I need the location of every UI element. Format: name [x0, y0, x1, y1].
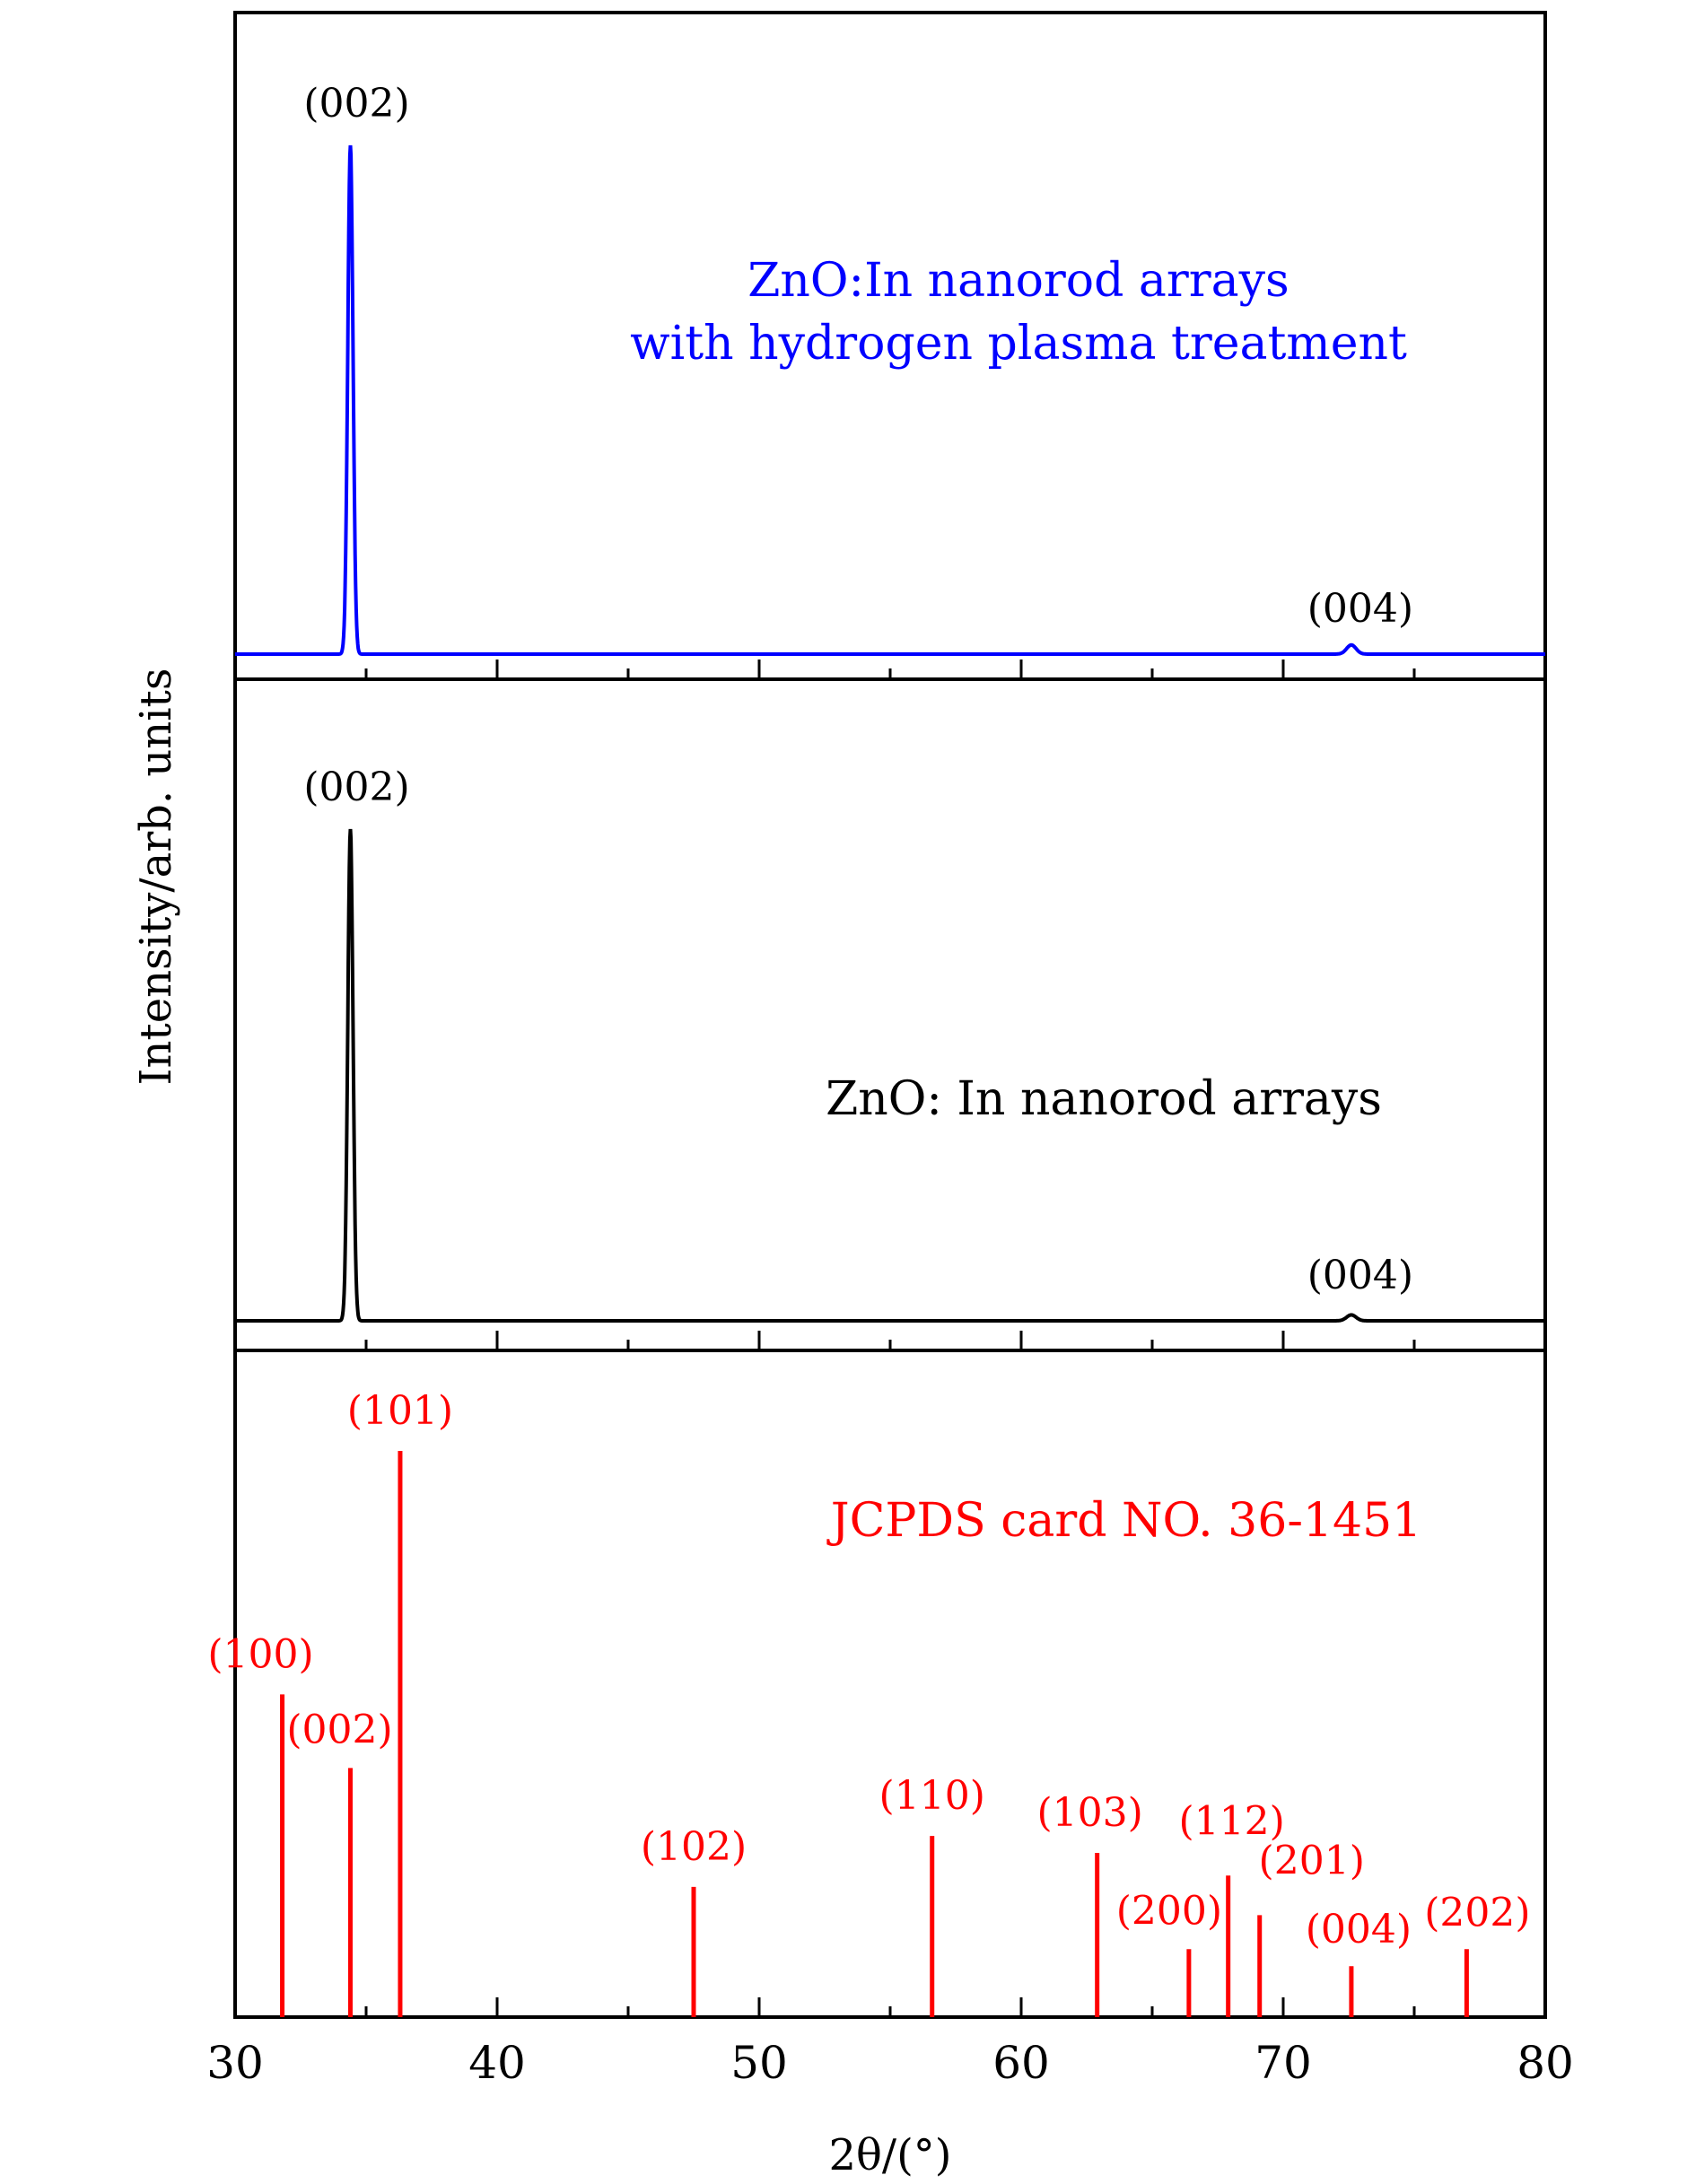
- x-tick-label: 80: [1517, 2037, 1574, 2089]
- peak-label: (002): [303, 764, 409, 810]
- stick-label: (201): [1259, 1838, 1365, 1883]
- stick-label: (112): [1179, 1798, 1285, 1844]
- stick-label: (101): [347, 1388, 453, 1434]
- stick-label: (002): [286, 1707, 392, 1752]
- xrd-curve-untreated: [235, 828, 1545, 1323]
- panel-annotation: ZnO:In nanorod arrays: [747, 254, 1289, 308]
- stick-label: (200): [1116, 1888, 1222, 1934]
- xrd-curve-treated: [235, 144, 1545, 656]
- stick-label: (102): [641, 1824, 747, 1870]
- x-tick-label: 70: [1255, 2037, 1312, 2089]
- panel-annotation: JCPDS card NO. 36-1451: [826, 1494, 1421, 1548]
- stick-label: (202): [1424, 1890, 1530, 1935]
- x-axis: 30 40 50 60 70 80: [206, 2037, 1574, 2089]
- stick-label: (004): [1306, 1907, 1412, 1952]
- x-axis-label: 2θ/(°): [828, 2130, 951, 2180]
- plot-frame: [233, 677, 1547, 1352]
- y-axis-label: Intensity/arb. units: [131, 668, 181, 1086]
- x-tick-label: 30: [206, 2037, 264, 2089]
- peak-label: (002): [303, 81, 409, 127]
- stick-label: (110): [879, 1773, 985, 1819]
- panel-annotation: ZnO: In nanorod arrays: [826, 1072, 1382, 1126]
- peak-label: (004): [1307, 1253, 1413, 1298]
- panel-treated: (002) (004) ZnO:In nanorod arrays with hydr…: [233, 11, 1547, 681]
- x-tick-label: 50: [730, 2037, 788, 2089]
- peak-label: (004): [1307, 586, 1413, 632]
- stick-label: (103): [1037, 1790, 1143, 1836]
- x-tick-label: 40: [468, 2037, 526, 2089]
- panel-annotation: with hydrogen plasma treatment: [630, 317, 1407, 371]
- panel-untreated: (002) (004) ZnO: In nanorod arrays: [233, 677, 1547, 1352]
- panel-jcpds: (100) (002) (101) (102) (110) (103) (200) (112)…: [207, 1349, 1547, 2019]
- stick-label: (100): [207, 1631, 313, 1677]
- x-tick-label: 60: [992, 2037, 1050, 2089]
